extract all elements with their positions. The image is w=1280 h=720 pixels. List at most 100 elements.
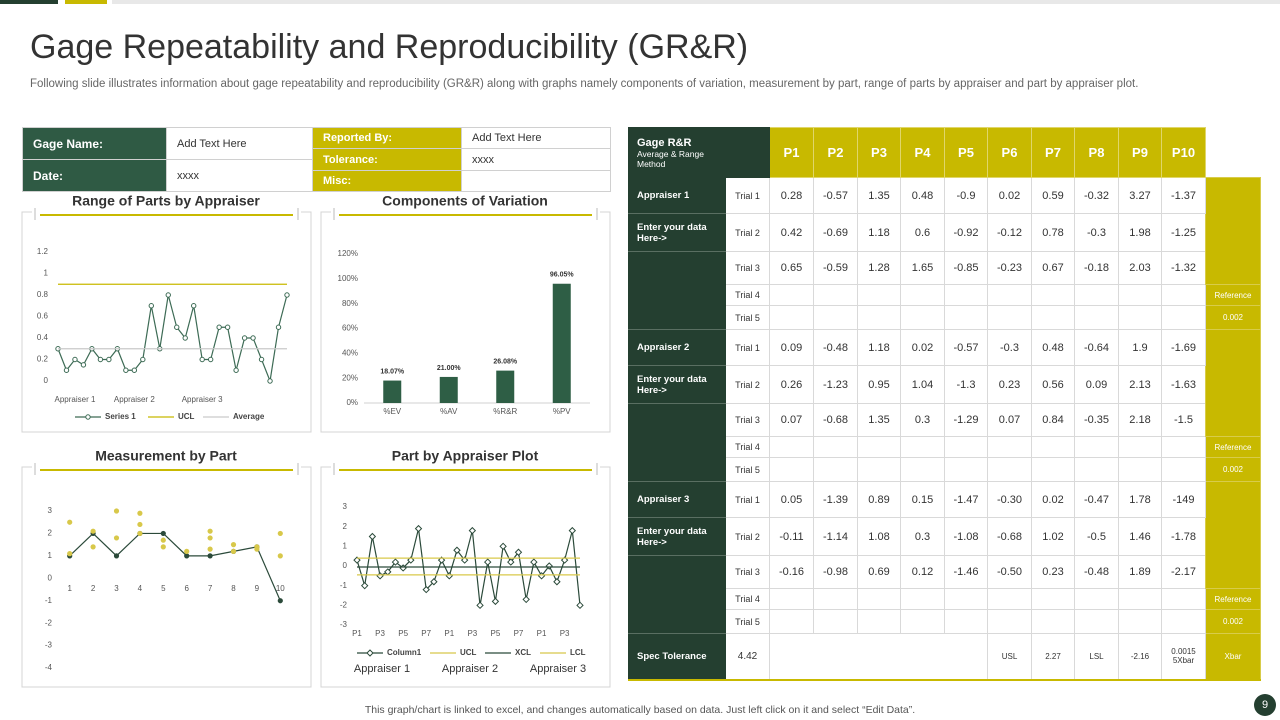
y-tick-label: 0.8: [37, 290, 49, 299]
x-tick-label: Appraiser 2: [114, 395, 155, 404]
data-point: [90, 528, 96, 534]
legend-marker: [85, 414, 91, 420]
data-point: [216, 324, 222, 330]
info-label: Tolerance:: [312, 148, 462, 171]
value-cell: [1161, 284, 1206, 306]
appraiser-note: Enter your data Here->: [628, 213, 726, 252]
trial-label: Trial 5: [725, 305, 770, 330]
chart-title: Part by Appraiser Plot: [392, 448, 539, 464]
value-cell: [944, 305, 988, 330]
x-tick-label: %EV: [383, 407, 401, 416]
column-header: P6: [987, 127, 1032, 178]
reference-cell: Reference: [1205, 588, 1261, 610]
value-cell: -0.50: [987, 555, 1032, 589]
x-tick-label: 6: [184, 584, 189, 593]
data-point: [445, 572, 453, 580]
trial-label: Trial 1: [725, 329, 770, 366]
x-tick-label: P5: [398, 629, 408, 638]
chart-panel: [21, 466, 312, 688]
x-tick-label: P1: [444, 629, 454, 638]
value-cell: -1.32: [1161, 251, 1206, 285]
trial-label: Trial 4: [725, 436, 770, 458]
value-cell: [769, 284, 814, 306]
data-point: [113, 535, 120, 541]
data-point: [284, 292, 290, 298]
x-tick-label: Appraiser 1: [55, 395, 96, 404]
table-row: Trial 5 0.002: [629, 609, 1261, 634]
info-value: Add Text Here: [461, 127, 611, 149]
data-point: [553, 578, 561, 586]
trial-label: Trial 4: [725, 588, 770, 610]
data-point: [468, 526, 477, 535]
value-cell: -0.35: [1074, 403, 1119, 437]
top-bar-yellow: [65, 0, 107, 4]
y-tick-label: 3: [343, 502, 348, 511]
value-cell: [944, 436, 988, 458]
value-cell: [1161, 588, 1206, 610]
reference-cell: 0.002: [1205, 609, 1261, 634]
y-tick-label: 0: [44, 376, 49, 385]
value-cell: -1.78: [1161, 517, 1206, 556]
y-tick-label: 60%: [342, 324, 358, 333]
spec-label: Spec Tolerance: [628, 633, 726, 681]
value-cell: -0.57: [944, 329, 988, 366]
trial-label: Trial 2: [725, 213, 770, 252]
value-cell: [987, 436, 1032, 458]
value-cell: 0.69: [857, 555, 901, 589]
value-cell: 0.09: [769, 329, 814, 366]
data-point: [160, 544, 166, 550]
info-value: Add Text Here: [166, 127, 313, 160]
data-point: [184, 548, 190, 554]
data-point: [63, 367, 70, 373]
value-cell: [813, 588, 858, 610]
header-spacer: [1205, 127, 1261, 178]
title-backdrop: [331, 449, 600, 471]
y-tick-label: 1: [343, 541, 348, 550]
xbar-value: 0.0015: [1171, 647, 1196, 657]
value-cell: 0.3: [900, 403, 945, 437]
value-cell: [1031, 588, 1075, 610]
value-cell: -0.9: [944, 177, 988, 214]
value-cell: -0.57: [813, 177, 858, 214]
usl-label: USL: [987, 633, 1032, 681]
table-row: Trial 3 0.07 -0.68 1.35 0.3 -1.29 0.07 0.84 -0.3…: [628, 403, 1261, 482]
title-backdrop: [331, 194, 600, 216]
title-bracket: [333, 208, 598, 220]
legend-label: Average: [233, 412, 265, 421]
group-label: Appraiser 2: [442, 663, 498, 675]
y-tick-label: 1: [44, 269, 49, 278]
value-cell: [900, 609, 945, 634]
value-cell: 0.42: [769, 213, 814, 252]
value-cell: [769, 436, 814, 458]
value-cell: [1074, 457, 1119, 482]
value-cell: -149: [1161, 481, 1206, 518]
value-cell: [1031, 457, 1075, 482]
table-row: Trial 4 Reference: [629, 284, 1261, 306]
value-cell: [900, 436, 945, 458]
value-cell: [813, 284, 858, 306]
y-tick-label: 40%: [342, 348, 358, 357]
value-cell: 3.27: [1118, 177, 1162, 214]
table-row: Enter your data Here-> Trial 2 -0.11 -1.14 1…: [628, 517, 1261, 556]
value-cell: [1074, 609, 1119, 634]
column-header: P7: [1031, 127, 1075, 178]
trial-label: Trial 1: [725, 177, 770, 214]
data-point: [199, 356, 205, 363]
page-number: 9: [1262, 699, 1268, 711]
data-point: [499, 542, 507, 551]
value-cell: 1.78: [1118, 481, 1162, 518]
value-cell: [769, 457, 814, 482]
value-cell: -0.3: [987, 329, 1032, 366]
y-tick-label: -2: [45, 618, 53, 627]
data-point: [430, 578, 438, 586]
y-tick-label: -1: [45, 596, 53, 605]
reference-cell: Reference: [1205, 284, 1261, 306]
table-row: Trial 4 Reference: [629, 436, 1261, 458]
value-cell: [944, 284, 988, 306]
value-cell: 1.02: [1031, 517, 1075, 556]
value-cell: 1.35: [857, 403, 901, 437]
title-bracket: [34, 463, 299, 475]
value-cell: [857, 457, 901, 482]
